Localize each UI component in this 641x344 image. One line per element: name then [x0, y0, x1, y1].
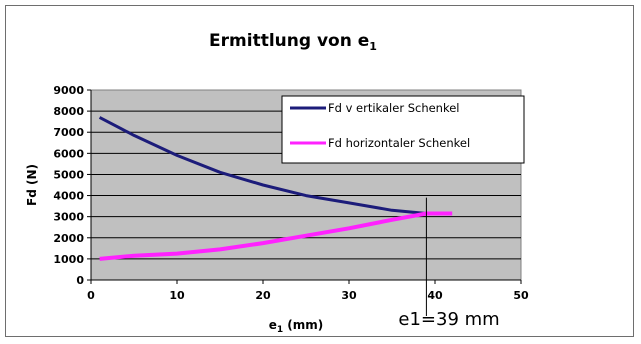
legend-label-vertikal: Fd v ertikaler Schenkel: [328, 101, 460, 115]
x-tick-label-50: 50: [513, 289, 529, 302]
y-tick-label-5000: 5000: [53, 168, 84, 181]
y-axis-ticks: 0 1000 2000 3000 4000 5000 6000 7000 8000 9000: [53, 84, 91, 287]
x-axis-label: e1 (mm): [269, 318, 324, 335]
series-line-1: [99, 211, 453, 261]
y-axis-label: Fd (N): [25, 164, 39, 206]
series-line-0: [98, 116, 427, 215]
chart-title: Ermittlung von e1: [209, 31, 377, 53]
y-tick-label-1000: 1000: [53, 253, 84, 266]
y-tick-label-2000: 2000: [53, 232, 84, 245]
y-tick-label-6000: 6000: [53, 147, 84, 160]
legend-box: [281, 95, 525, 164]
x-tick-label-10: 10: [169, 289, 185, 302]
y-tick-label-3000: 3000: [53, 211, 84, 224]
legend-label-horizontal: Fd horizontaler Schenkel: [328, 136, 470, 150]
x-tick-label-0: 0: [87, 289, 95, 302]
legend: Fd v ertikaler Schenkel Fd horizontaler …: [281, 95, 525, 164]
chart: Ermittlung von e1 0 1000 2000 3000 4000 5000 6…: [25, 31, 529, 335]
series-lines: [98, 116, 453, 261]
chart-frame: Ermittlung von e1 0 1000 2000 3000 4000 5000 6…: [5, 5, 634, 337]
y-tick-label-7000: 7000: [53, 126, 84, 139]
annotation-label: e1=39 mm: [398, 309, 499, 330]
annotation-group: e1=39 mm: [398, 197, 500, 330]
x-tick-label-20: 20: [255, 289, 271, 302]
y-tick-label-0: 0: [76, 274, 84, 287]
x-tick-label-30: 30: [341, 289, 357, 302]
y-tick-label-8000: 8000: [53, 105, 84, 118]
y-tick-label-9000: 9000: [53, 84, 84, 97]
x-axis-ticks: 0 10 20 30 40 50: [87, 280, 529, 302]
y-tick-label-4000: 4000: [53, 190, 84, 203]
x-tick-label-40: 40: [427, 289, 443, 302]
